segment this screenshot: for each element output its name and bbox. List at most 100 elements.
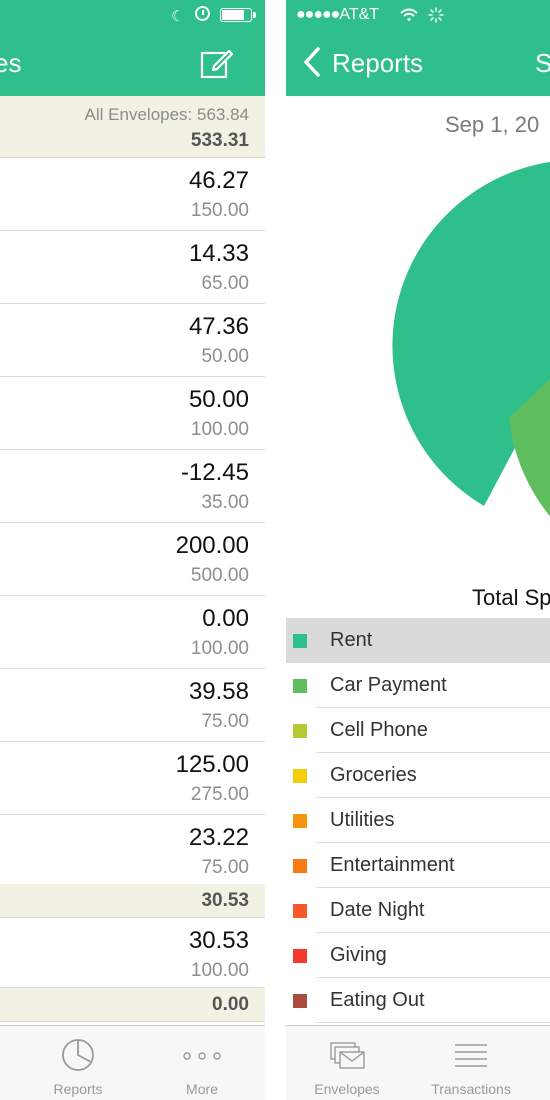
envelope-budget: 100.00 bbox=[190, 419, 249, 440]
envelope-budget: 150.00 bbox=[190, 200, 249, 221]
legend-label: Entertainment bbox=[330, 854, 455, 876]
row-divider bbox=[316, 977, 550, 978]
legend-row-eating-out[interactable]: Eating Out bbox=[286, 978, 550, 1023]
total-spending-label: Total Sp bbox=[472, 585, 550, 610]
envelope-budget: 65.00 bbox=[201, 273, 249, 294]
legend-row-utilities[interactable]: Utilities bbox=[286, 798, 550, 843]
all-envelopes-summary: All Envelopes: 563.84 533.31 bbox=[0, 96, 265, 158]
nav-bar: Reports S bbox=[286, 30, 550, 96]
group-header: 30.53 bbox=[0, 884, 265, 918]
group-total: 30.53 bbox=[201, 890, 249, 911]
legend-swatch bbox=[293, 769, 307, 783]
category-legend: Rent Car Payment Cell Phone Groceries Ut… bbox=[286, 618, 550, 1023]
chevron-left-icon bbox=[304, 47, 320, 77]
envelope-row[interactable]: 125.00 275.00 bbox=[0, 742, 265, 815]
row-divider bbox=[316, 752, 550, 753]
envelope-remaining: 47.36 bbox=[188, 313, 249, 340]
row-divider bbox=[316, 842, 550, 843]
screen-divider bbox=[265, 0, 286, 1100]
list-lines-icon bbox=[455, 1044, 487, 1067]
legend-label: Car Payment bbox=[330, 674, 447, 696]
legend-label: Rent bbox=[330, 629, 373, 651]
tab-more[interactable]: More bbox=[147, 1026, 257, 1100]
group-total: 533.31 bbox=[190, 130, 249, 151]
pie-chart-icon bbox=[62, 1039, 94, 1071]
carrier-name: AT&T bbox=[339, 6, 380, 23]
envelope-row[interactable]: 46.27 150.00 bbox=[0, 158, 265, 231]
envelope-remaining: -12.45 bbox=[180, 459, 249, 486]
legend-swatch bbox=[293, 814, 307, 828]
legend-swatch bbox=[293, 949, 307, 963]
tab-reports-label: Reports bbox=[53, 1081, 103, 1097]
page-title: S bbox=[535, 48, 550, 78]
tab-bar: Envelopes Transactions bbox=[286, 1025, 550, 1100]
alarm-clock-icon bbox=[195, 6, 210, 21]
report-screen: ●●●●●AT&T Reports S Sep 1, 20 bbox=[286, 0, 550, 1100]
envelope-row[interactable]: 30.53 100.00 bbox=[0, 918, 265, 988]
group-total: 0.00 bbox=[212, 994, 249, 1015]
row-divider bbox=[316, 1022, 550, 1023]
envelope-remaining: 23.22 bbox=[188, 824, 249, 851]
wifi-icon bbox=[400, 8, 418, 22]
row-divider bbox=[316, 887, 550, 888]
envelope-budget: 75.00 bbox=[201, 857, 249, 878]
legend-swatch bbox=[293, 904, 307, 918]
legend-swatch bbox=[293, 994, 307, 1008]
envelope-budget: 75.00 bbox=[201, 711, 249, 732]
legend-label: Date Night bbox=[330, 899, 425, 921]
envelope-remaining: 39.58 bbox=[188, 678, 249, 705]
envelope-remaining: 50.00 bbox=[188, 386, 249, 413]
activity-spinner-icon bbox=[428, 7, 444, 23]
legend-row-car-payment[interactable]: Car Payment bbox=[286, 663, 550, 708]
envelope-row[interactable]: 0.00 100.00 bbox=[0, 596, 265, 669]
row-divider bbox=[316, 707, 550, 708]
envelope-row[interactable]: 200.00 500.00 bbox=[0, 523, 265, 596]
pie-slice-car-payment bbox=[509, 378, 550, 517]
envelope-remaining: 14.33 bbox=[188, 240, 249, 267]
envelope-row[interactable]: -12.45 35.00 bbox=[0, 450, 265, 523]
legend-label: Utilities bbox=[330, 809, 395, 831]
envelope-budget: 35.00 bbox=[201, 492, 249, 513]
tab-envelopes-label: Envelopes bbox=[314, 1081, 380, 1097]
envelope-row[interactable]: 47.36 50.00 bbox=[0, 304, 265, 377]
legend-label: Cell Phone bbox=[330, 719, 428, 741]
envelope-row[interactable]: 39.58 75.00 bbox=[0, 669, 265, 742]
report-date: Sep 1, 20 bbox=[445, 112, 540, 137]
legend-row-date-night[interactable]: Date Night bbox=[286, 888, 550, 933]
legend-row-cell-phone[interactable]: Cell Phone bbox=[286, 708, 550, 753]
legend-label: Groceries bbox=[330, 764, 417, 786]
legend-row-giving[interactable]: Giving bbox=[286, 933, 550, 978]
legend-label: Eating Out bbox=[330, 989, 425, 1011]
battery-icon bbox=[220, 8, 256, 22]
compose-edit-icon[interactable] bbox=[200, 46, 234, 80]
tab-more-label: More bbox=[186, 1081, 218, 1097]
legend-swatch bbox=[293, 724, 307, 738]
envelope-remaining: 0.00 bbox=[202, 605, 249, 632]
legend-row-groceries[interactable]: Groceries bbox=[286, 753, 550, 798]
envelope-row[interactable]: 23.22 75.00 bbox=[0, 815, 265, 887]
legend-row-entertainment[interactable]: Entertainment bbox=[286, 843, 550, 888]
tab-transactions[interactable]: Transactions bbox=[416, 1026, 526, 1100]
tab-bar: Reports More bbox=[0, 1025, 265, 1100]
envelope-row[interactable]: 50.00 100.00 bbox=[0, 377, 265, 450]
legend-swatch bbox=[293, 859, 307, 873]
envelopes-screen: ☾ es All Envelopes: 563.84 533.31 46.27 1… bbox=[0, 0, 265, 1100]
spending-pie-chart[interactable] bbox=[286, 150, 550, 580]
envelope-row[interactable]: 14.33 65.00 bbox=[0, 231, 265, 304]
envelope-list: 46.27 150.00 14.33 65.00 47.36 50.00 50.00 1… bbox=[0, 158, 265, 887]
tab-envelopes[interactable]: Envelopes bbox=[292, 1026, 402, 1100]
status-bar: ●●●●●AT&T bbox=[286, 0, 550, 30]
status-bar: ☾ bbox=[0, 0, 265, 30]
envelopes-icon bbox=[330, 1042, 365, 1069]
more-dots-icon bbox=[183, 1052, 221, 1060]
row-divider bbox=[316, 932, 550, 933]
envelope-budget: 500.00 bbox=[190, 565, 249, 586]
envelope-remaining: 30.53 bbox=[188, 927, 249, 954]
envelope-budget: 275.00 bbox=[190, 784, 249, 805]
legend-row-rent[interactable]: Rent bbox=[286, 618, 550, 663]
envelope-budget: 100.00 bbox=[190, 960, 249, 981]
envelope-remaining: 200.00 bbox=[175, 532, 249, 559]
tab-reports[interactable]: Reports bbox=[23, 1026, 133, 1100]
group-header: 0.00 bbox=[0, 988, 265, 1022]
tab-transactions-label: Transactions bbox=[431, 1081, 511, 1097]
